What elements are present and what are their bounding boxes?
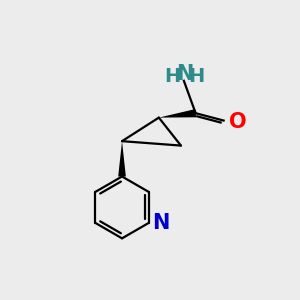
Text: H: H: [164, 67, 181, 86]
Text: O: O: [229, 112, 247, 132]
Polygon shape: [159, 109, 196, 118]
Polygon shape: [118, 141, 126, 176]
Text: N: N: [152, 213, 170, 233]
Text: H: H: [188, 67, 204, 86]
Text: N: N: [176, 64, 193, 84]
